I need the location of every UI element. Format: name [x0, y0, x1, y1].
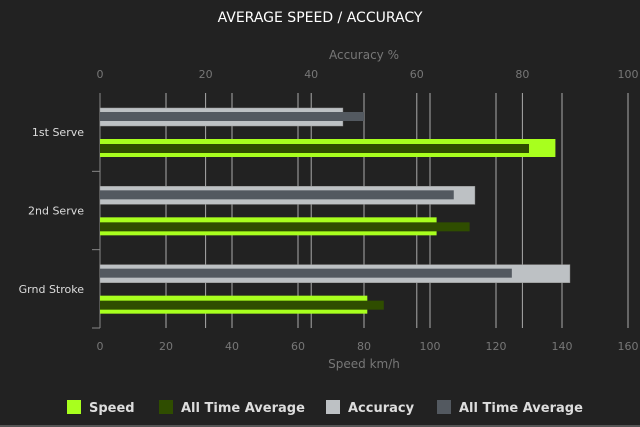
legend-swatch	[67, 400, 81, 414]
speed-average-bar	[100, 222, 470, 232]
legend-label: All Time Average	[181, 401, 305, 416]
category-label: 1st Serve	[32, 126, 84, 139]
bottom-tick-label: 20	[159, 340, 173, 353]
bottom-tick-label: 160	[618, 340, 639, 353]
bottom-tick-label: 60	[291, 340, 305, 353]
speed-average-bar	[100, 300, 384, 310]
legend-swatch	[326, 400, 340, 414]
bottom-tick-label: 100	[420, 340, 441, 353]
top-tick-label: 80	[515, 68, 529, 81]
bottom-tick-label: 0	[97, 340, 104, 353]
bottom-border	[0, 425, 640, 427]
bottom-tick-label: 40	[225, 340, 239, 353]
top-tick-label: 0	[97, 68, 104, 81]
category-label: 2nd Serve	[28, 205, 84, 218]
legend-swatch	[437, 400, 451, 414]
bottom-axis-label: Speed km/h	[328, 357, 400, 371]
category-label: Grnd Stroke	[19, 283, 85, 296]
top-tick-label: 20	[199, 68, 213, 81]
bottom-tick-label: 140	[552, 340, 573, 353]
legend-label: Accuracy	[348, 401, 415, 416]
legend-swatch	[159, 400, 173, 414]
legend-label: Speed	[89, 401, 135, 416]
chart-title: AVERAGE SPEED / ACCURACY	[218, 10, 423, 26]
accuracy-average-bar	[100, 268, 512, 278]
top-tick-label: 60	[410, 68, 424, 81]
top-axis-label: Accuracy %	[329, 48, 399, 62]
top-tick-label: 40	[304, 68, 318, 81]
accuracy-average-bar	[100, 190, 454, 200]
accuracy-average-bar	[100, 112, 364, 121]
speed-average-bar	[100, 144, 529, 153]
bottom-tick-label: 80	[357, 340, 371, 353]
legend-label: All Time Average	[459, 401, 583, 416]
bottom-tick-label: 120	[486, 340, 507, 353]
top-tick-label: 100	[618, 68, 639, 81]
